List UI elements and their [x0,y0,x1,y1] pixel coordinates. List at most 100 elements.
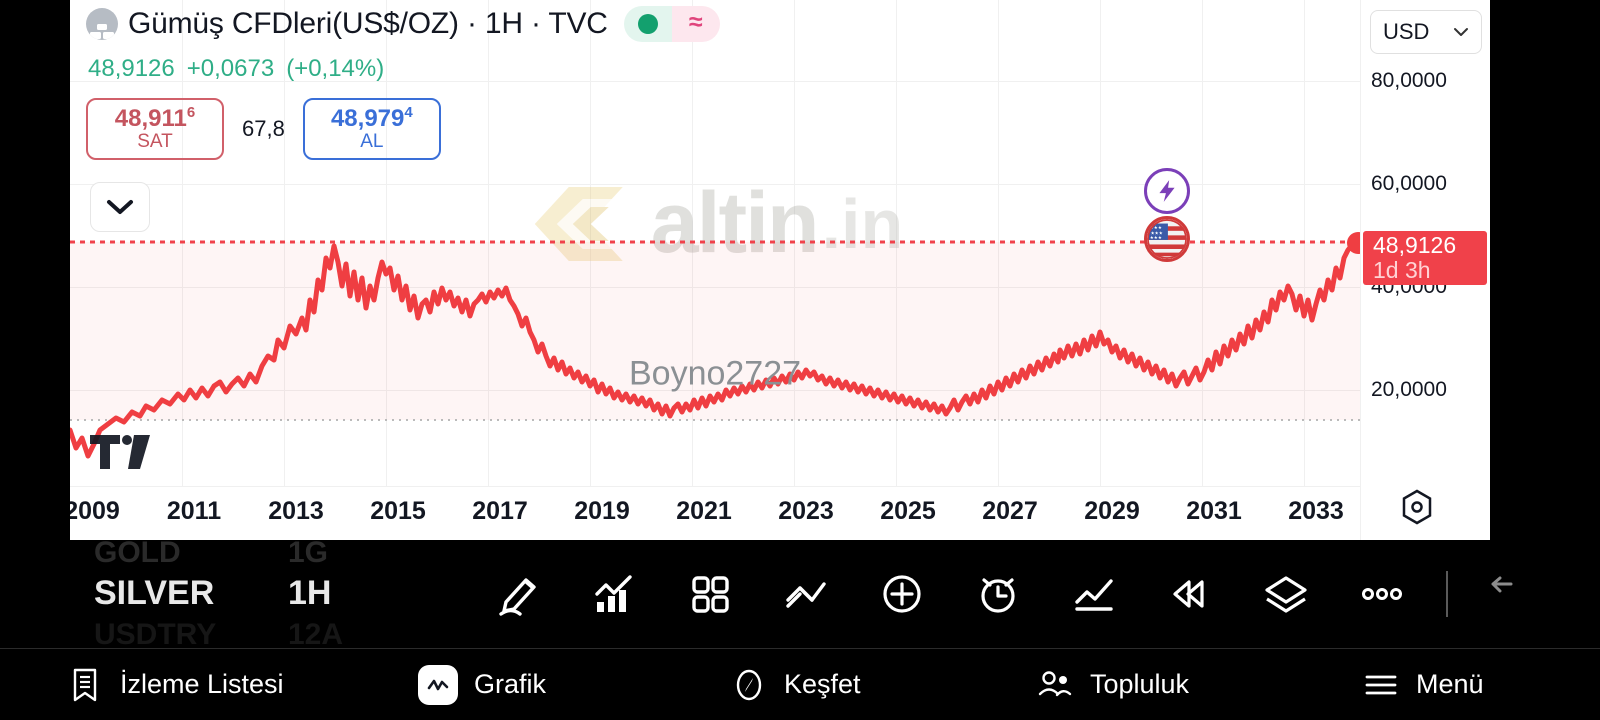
time-tick: 2019 [574,497,630,525]
layers-icon [1265,576,1307,613]
picker-symbol: SILVER [94,574,215,612]
picker-symbol: USDTRY [94,618,217,651]
time-tick: 2029 [1084,497,1140,525]
us-flag-badge[interactable]: ★★★ ★★★ ★★★ [1144,216,1190,262]
add-symbol-button[interactable] [854,546,950,642]
gear-hex-icon[interactable] [1397,487,1437,532]
sell-button[interactable]: 48,9116 SAT [86,98,224,160]
nav-label: Topluluk [1090,669,1190,699]
symbol-header[interactable]: Gümüş CFDleri(US$/OZ) · 1H · TVC ≈ [86,6,720,42]
grid-squares-icon [692,576,729,613]
sell-label: SAT [137,130,173,152]
nav-label: Keşfet [784,669,861,699]
people-icon [1036,666,1074,704]
back-button[interactable] [1464,574,1544,614]
time-tick: 2027 [982,497,1038,525]
price-tick: 60,0000 [1371,172,1447,195]
price-scale[interactable]: USD 80,0000 60,0000 40,0000 20,0000 48,9… [1360,0,1490,540]
nav-watchlist[interactable]: İzleme Listesi [66,666,284,704]
current-price-value: 48,9126 [1373,232,1457,259]
chart-toolbar [0,540,1600,648]
lightning-bolt-icon [1159,180,1175,202]
nav-label: Menü [1416,669,1484,699]
more-options-button[interactable] [1334,546,1430,642]
plus-circle-icon [883,575,921,613]
chart-type-button[interactable] [1046,546,1142,642]
price-line-series [70,232,1360,459]
time-tick: 2011 [166,497,222,525]
chevron-down-icon [107,199,133,214]
change-percent: (+0,14%) [286,55,385,82]
nav-chart[interactable]: Grafik [418,664,547,705]
price-tick: 20,0000 [1371,378,1447,401]
compass-icon [730,666,768,704]
tradingview-logo [90,435,162,474]
drawing-tools-button[interactable] [470,546,566,642]
nav-label: İzleme Listesi [120,669,284,699]
user-watermark-tag: Boyno2727 [628,354,802,393]
time-tick: 2009 [70,497,120,525]
nav-explore[interactable]: Keşfet [730,666,861,704]
indicators-button[interactable] [566,546,662,642]
more-dots-icon [1362,588,1402,600]
picker-timeframe: 1H [288,574,332,612]
time-tick: 2025 [880,497,936,525]
svg-text:★★★: ★★★ [1151,230,1164,235]
last-price: 48,9126 [88,55,175,82]
symbol-title: Gümüş CFDleri(US$/OZ) · 1H · TVC [128,7,608,40]
change-absolute: +0,0673 [186,55,275,82]
toolbar-divider [1446,571,1448,617]
back-arrow-icon [1491,576,1513,593]
nav-menu[interactable]: Menü [1362,666,1484,704]
bar-replay-button[interactable] [1142,546,1238,642]
patterns-button[interactable] [758,546,854,642]
svg-text:★★★: ★★★ [1150,235,1163,240]
picker-symbol: GOLD [94,536,181,569]
alerts-button[interactable] [950,546,1046,642]
toolbar-items [470,546,1544,642]
alarm-clock-icon [981,578,1015,613]
approx-wave-icon: ≈ [671,6,720,42]
bottom-navigation: İzleme Listesi Grafik Keşfet [0,648,1600,720]
layouts-button[interactable] [1238,546,1334,642]
time-scale[interactable]: 2009 2011 2013 2015 2017 2019 2021 2023 … [70,486,1360,540]
pencil-draw-icon [499,578,536,616]
buy-button[interactable]: 48,9794 AL [302,98,441,160]
spread-value: 67,8 [242,116,285,141]
svg-text:★★★: ★★★ [1150,225,1163,230]
us-flag-icon: ★★★★★★★★★ [1147,219,1187,259]
rewind-icon [1173,580,1204,608]
current-price-label[interactable]: 48,9126 1d 3h [1363,231,1487,285]
last-price-row: 48,9126 +0,0673 (+0,14%) [88,55,384,83]
templates-button[interactable] [662,546,758,642]
line-chart-icon [1075,579,1113,611]
time-tick: 2013 [268,497,324,525]
picker-timeframe: 1G [288,536,329,569]
chart-panel[interactable]: altin .in Boyno2727 [70,0,1490,540]
chevron-down-icon [1454,28,1468,36]
time-tick: 2021 [676,497,732,525]
bar-countdown: 1d 3h [1373,257,1431,283]
time-tick: 2017 [472,497,528,525]
session-status-pill[interactable]: ≈ [623,6,720,42]
patterns-chevrons-icon [786,582,826,608]
indicators-icon [595,575,632,612]
lightning-bolt-badge[interactable] [1144,168,1190,214]
green-dot-icon [623,6,672,42]
collapse-header-button[interactable] [90,182,150,232]
picker-timeframe: 12A [288,618,344,651]
buy-label: AL [360,130,384,152]
watchlist-icon [66,666,104,704]
time-tick: 2031 [1186,497,1242,525]
currency-selector[interactable]: USD [1370,10,1482,54]
bid-ask-row: 48,9116 SAT 67,8 48,9794 AL [86,98,441,160]
sell-price: 48,9116 [114,104,196,133]
nav-community[interactable]: Topluluk [1036,666,1189,704]
bullion-bars-icon [86,8,118,40]
nav-label: Grafik [474,669,547,699]
time-tick: 2033 [1288,497,1344,525]
time-tick: 2015 [370,497,426,525]
symbol-timeframe-picker[interactable]: GOLD 1G SILVER 1H USDTRY 12A [70,536,490,662]
currency-value: USD [1383,19,1430,44]
